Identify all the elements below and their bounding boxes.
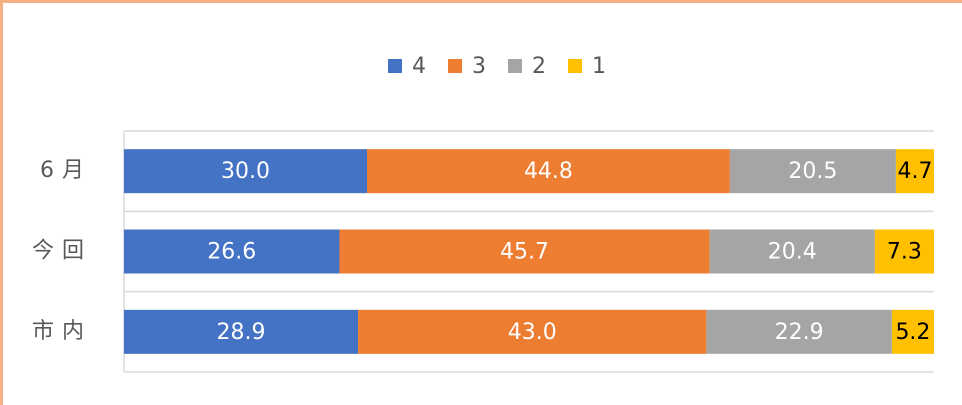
bar-segment <box>709 229 875 274</box>
data-label: 4.7 <box>897 159 932 184</box>
bar-segment <box>339 229 710 274</box>
bar-segment <box>874 229 934 274</box>
bar-segment <box>891 309 934 354</box>
legend-swatch <box>508 59 522 73</box>
bar-segment <box>124 149 367 194</box>
legend-label: 1 <box>592 54 606 79</box>
data-label: 44.8 <box>524 159 573 184</box>
legend-label: 3 <box>472 54 486 79</box>
bar-segment <box>124 229 340 274</box>
legend-swatch <box>568 59 582 73</box>
bar-segment <box>358 309 707 354</box>
legend-swatch <box>448 59 462 73</box>
bar-segment <box>706 309 892 354</box>
legend-label: 4 <box>412 54 426 79</box>
data-label: 30.0 <box>221 159 270 184</box>
legend-label: 2 <box>532 54 546 79</box>
y-tick-label: 市内 <box>32 319 92 344</box>
data-label: 5.2 <box>895 320 930 345</box>
y-tick-label: 6月 <box>40 158 92 183</box>
data-label: 7.3 <box>887 240 922 265</box>
data-label: 45.7 <box>500 240 549 265</box>
data-label: 26.6 <box>207 240 256 265</box>
data-label: 22.9 <box>775 320 824 345</box>
bar-segment <box>895 149 934 194</box>
legend-swatch <box>388 59 402 73</box>
bar-segment <box>124 309 359 354</box>
data-label: 20.5 <box>788 159 837 184</box>
data-label: 28.9 <box>217 320 266 345</box>
data-label: 43.0 <box>508 320 557 345</box>
y-tick-label: 今回 <box>32 239 92 264</box>
bar-segment <box>729 149 896 194</box>
data-label: 20.4 <box>768 240 817 265</box>
bar-segment <box>367 149 730 194</box>
